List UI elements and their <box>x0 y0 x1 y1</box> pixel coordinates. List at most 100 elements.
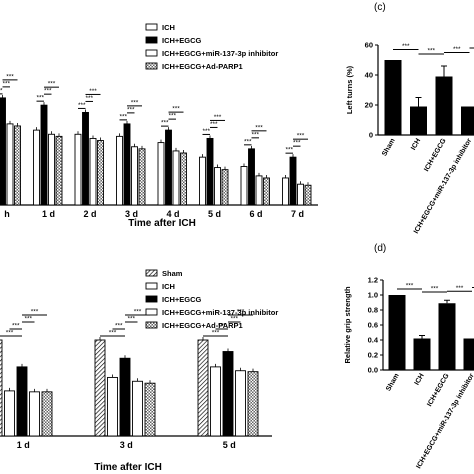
x-tick-label-sham: Sham <box>385 373 401 393</box>
sig-4-d-2-stars: *** <box>172 106 180 113</box>
legend-swatch-ich <box>145 23 158 31</box>
y-tick-label-0-6: 0.6 <box>368 321 378 330</box>
panel-b-legend: Sham ICH ICH+EGCG ICH+EGCG+miR-137-3p inhib… <box>145 269 278 330</box>
y-tick-label-60: 60 <box>365 41 373 50</box>
bar-ich-1-d <box>4 390 15 437</box>
sig-4-d-0-stars: *** <box>161 120 169 127</box>
x-tick-5-d: 5 d <box>208 209 221 219</box>
panel-c-y-axis-label: Left turns (%) <box>345 65 354 114</box>
y-tick-label-1-2: 1.2 <box>368 276 378 285</box>
bar-ich-egcg-ad-parp1-7-d <box>304 184 312 206</box>
bar-ich-egcg-6-d <box>248 148 255 206</box>
bar-sham-5-d <box>197 339 209 437</box>
bar-ich-egcg-ad-parp1-6-d <box>263 177 270 206</box>
y-tick-label-0-2: 0.2 <box>368 351 378 360</box>
legend-swatch-ich-egcg <box>145 36 158 44</box>
legend-swatch-ich <box>145 282 158 290</box>
legend-swatch-ich-egcg-ad-parp1 <box>145 321 158 329</box>
sig-2-d-2-stars: *** <box>89 88 97 95</box>
sig-7-d-1-stars: *** <box>293 140 301 147</box>
sig-1-d-1-stars: *** <box>44 88 52 95</box>
x-tick-label-ich: ICH <box>410 138 422 152</box>
sig-h-2-stars: *** <box>6 73 14 80</box>
sig-5-d-0-stars: *** <box>202 128 210 135</box>
bar-ich-5-d <box>210 366 221 437</box>
bar-ich-egcg-ad-parp1-3-d <box>138 148 146 206</box>
legend-swatch-ich-egcg <box>145 295 158 303</box>
bar-ich-3-d <box>107 376 118 437</box>
y-tick-label-0-4: 0.4 <box>368 336 379 345</box>
sig-4-d-1-stars: *** <box>168 113 176 120</box>
sig-6-d-2-stars: *** <box>255 124 263 131</box>
sig-5-d-3-stars: *** <box>237 309 245 316</box>
sig-3-d-3-stars: *** <box>134 309 142 316</box>
bar-ich-egcg-3-d <box>123 123 131 206</box>
sig-7-d-0-stars: *** <box>285 147 293 154</box>
bar-ich-egcg-mir-137-3p-inhibitor-6-d <box>255 175 263 206</box>
bar-ich-egcg-ad-parp1-1-d <box>41 391 53 437</box>
sig-5-d-0-stars: *** <box>212 330 220 337</box>
bar-ich-6-d <box>240 166 248 206</box>
sig-1-d-0-stars: *** <box>36 95 44 102</box>
bar-ich-egcg-mir-137-3p-inhibitor <box>461 106 474 135</box>
bar-ich-egcg-1-d <box>40 104 48 206</box>
bar-ich-7-d <box>282 177 289 206</box>
panel-b-time-course-chart: ************************************ 1 d… <box>0 269 278 473</box>
bar-ich-egcg-ad-parp1-5-d <box>221 169 229 206</box>
sig-5-d-2-stars: *** <box>214 114 222 121</box>
bar-ich-1-d <box>33 129 40 206</box>
sig-3-d-1-stars: *** <box>127 106 135 113</box>
legend-label-ich-egcg-mir-137-3p-inhibitor: ICH+EGCG+miR-137-3p inhibitor <box>162 308 278 317</box>
sig-1-d-2-stars: *** <box>48 81 56 88</box>
panel-a-x-axis-label: Time after ICH <box>128 218 196 229</box>
sig-6-d-0-stars: *** <box>244 138 252 145</box>
legend-label-ich: ICH <box>162 282 175 291</box>
x-tick-label-ich: ICH <box>414 373 426 387</box>
sig-0-stars: *** <box>406 283 414 290</box>
x-tick-2-d: 2 d <box>83 209 96 219</box>
bar-ich-egcg-ad-parp1-h <box>14 125 21 206</box>
legend-label-ich-egcg-ad-parp1: ICH+EGCG+Ad-PARP1 <box>162 321 243 330</box>
sig-5-d-1-stars: *** <box>210 121 218 128</box>
bar-ich-egcg-ad-parp1-5-d <box>247 371 259 437</box>
bar-ich-egcg-4-d <box>165 129 172 206</box>
x-tick-1-d: 1 d <box>42 209 55 219</box>
x-tick-5-d: 5 d <box>223 440 236 450</box>
bar-ich-egcg-5-d <box>222 351 234 437</box>
bar-ich-egcg-3-d <box>119 357 131 437</box>
sig-5-d-2-stars: *** <box>230 316 238 323</box>
bar-sham <box>388 295 406 370</box>
y-tick-label-1-0: 1.0 <box>368 291 378 300</box>
y-tick-label-0-0: 0.0 <box>368 366 378 375</box>
panel-a-time-course-chart: ****************************************… <box>0 23 318 229</box>
sig-2-stars: *** <box>456 285 464 292</box>
bar-ich-egcg-5-d <box>206 137 214 206</box>
x-tick-4-d: 4 d <box>166 209 179 219</box>
sig-1-d-2-stars: *** <box>24 316 32 323</box>
bar-ich-egcg-2-d <box>82 111 89 206</box>
bar-ich-egcg-mir-137-3p-inhibitor-1-d <box>29 391 40 437</box>
bar-ich-egcg <box>438 303 456 370</box>
panel-a-legend: ICH ICH+EGCG ICH+EGCG+miR-137-3p inhibitor… <box>145 23 278 71</box>
sig-5-d-1-stars: *** <box>218 323 226 330</box>
x-tick-3-d: 3 d <box>125 209 138 219</box>
bar-ich <box>413 338 431 370</box>
legend-swatch-sham <box>145 269 158 277</box>
x-tick-6-d: 6 d <box>249 209 262 219</box>
x-tick-label-sham: Sham <box>381 138 397 158</box>
legend-label-ich: ICH <box>162 23 175 32</box>
x-tick-1-d: 1 d <box>17 440 30 450</box>
legend-label-ich-egcg: ICH+EGCG <box>162 36 202 45</box>
sig-6-d-1-stars: *** <box>251 131 259 138</box>
bar-ich-egcg-mir-137-3p-inhibitor-5-d <box>214 167 221 206</box>
sig-3-d-2-stars: *** <box>127 316 135 323</box>
sig-7-d-2-stars: *** <box>297 133 305 140</box>
legend-label-ich-egcg-mir-137-3p-inhibitor: ICH+EGCG+miR-137-3p inhibitor <box>162 49 278 58</box>
sig-1-d-3-stars: *** <box>31 309 39 316</box>
panel-b-x-axis-label: Time after ICH <box>94 462 162 473</box>
y-tick-label-40: 40 <box>365 71 373 80</box>
x-tick-label-ich-egcg-mir-137-3p-inhibitor: ICH+EGCG+miR-137-3p inhibitor <box>413 137 473 235</box>
bar-ich-egcg-mir-137-3p-inhibitor-4-d <box>172 150 180 206</box>
